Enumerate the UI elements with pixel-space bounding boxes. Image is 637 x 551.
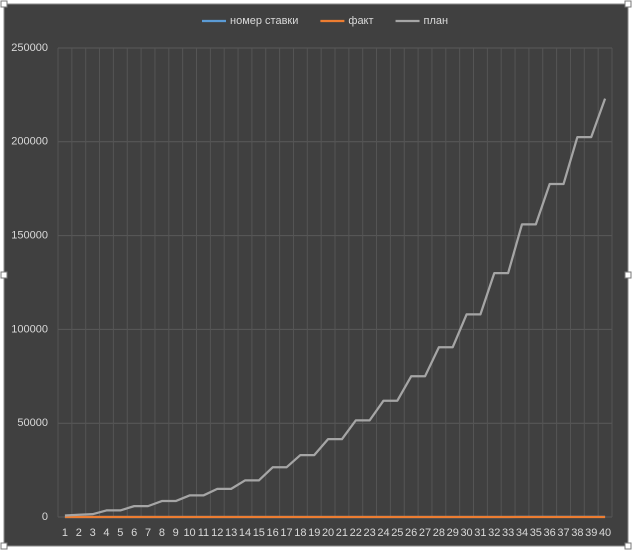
y-tick-label: 250000 — [11, 42, 48, 54]
x-tick-label: 1 — [62, 527, 68, 539]
selection-handle[interactable] — [624, 0, 632, 8]
x-tick-label: 25 — [391, 527, 403, 539]
x-tick-label: 34 — [516, 527, 528, 539]
x-tick-label: 29 — [447, 527, 459, 539]
chart-area — [3, 3, 629, 547]
x-tick-label: 12 — [211, 527, 223, 539]
x-tick-label: 39 — [585, 527, 597, 539]
x-tick-label: 21 — [336, 527, 348, 539]
y-tick-label: 0 — [42, 511, 48, 523]
x-tick-label: 27 — [419, 527, 431, 539]
x-tick-label: 5 — [117, 527, 123, 539]
legend-label: номер ставки — [230, 15, 298, 27]
selection-handle[interactable] — [624, 542, 632, 550]
x-tick-label: 33 — [502, 527, 514, 539]
x-tick-label: 19 — [308, 527, 320, 539]
x-tick-label: 40 — [599, 527, 611, 539]
x-tick-label: 10 — [183, 527, 195, 539]
x-tick-label: 28 — [433, 527, 445, 539]
x-tick-label: 32 — [488, 527, 500, 539]
x-tick-label: 35 — [530, 527, 542, 539]
x-tick-label: 17 — [280, 527, 292, 539]
x-tick-label: 26 — [405, 527, 417, 539]
x-tick-label: 23 — [364, 527, 376, 539]
y-tick-label: 50000 — [17, 417, 48, 429]
x-tick-label: 36 — [544, 527, 556, 539]
x-tick-label: 13 — [225, 527, 237, 539]
y-tick-label: 100000 — [11, 323, 48, 335]
series-line — [64, 98, 607, 517]
x-tick-label: 4 — [103, 527, 109, 539]
y-tick-label: 150000 — [11, 230, 48, 242]
x-tick-label: 31 — [474, 527, 486, 539]
x-tick-label: 24 — [377, 527, 389, 539]
y-tick-label: 200000 — [11, 136, 48, 148]
x-tick-label: 15 — [253, 527, 265, 539]
x-tick-label: 16 — [267, 527, 279, 539]
x-tick-label: 6 — [131, 527, 137, 539]
selection-handle[interactable] — [0, 0, 8, 8]
x-tick-label: 8 — [159, 527, 165, 539]
x-tick-label: 37 — [557, 527, 569, 539]
selection-handle[interactable] — [0, 271, 8, 279]
x-tick-label: 30 — [460, 527, 472, 539]
x-tick-label: 18 — [294, 527, 306, 539]
x-tick-label: 2 — [76, 527, 82, 539]
x-tick-label: 7 — [145, 527, 151, 539]
legend-label: факт — [348, 15, 373, 27]
legend-label: план — [424, 15, 449, 27]
selection-handle[interactable] — [0, 542, 8, 550]
x-tick-label: 20 — [322, 527, 334, 539]
x-tick-label: 9 — [173, 527, 179, 539]
x-tick-label: 11 — [198, 527, 209, 539]
selection-handle[interactable] — [624, 271, 632, 279]
x-tick-label: 3 — [90, 527, 96, 539]
x-tick-label: 22 — [350, 527, 362, 539]
x-tick-label: 14 — [239, 527, 251, 539]
x-tick-label: 38 — [571, 527, 583, 539]
